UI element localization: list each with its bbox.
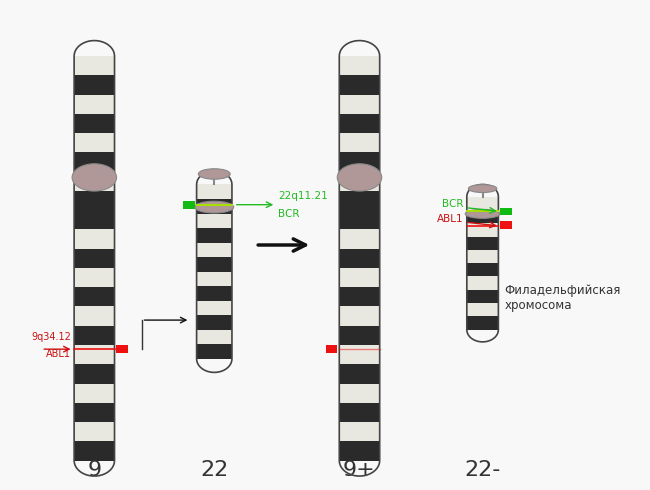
Ellipse shape [70, 170, 118, 185]
Polygon shape [64, 56, 125, 75]
Ellipse shape [469, 185, 497, 193]
Polygon shape [329, 441, 390, 461]
Polygon shape [188, 257, 240, 271]
Polygon shape [500, 221, 512, 229]
Polygon shape [329, 422, 390, 441]
Polygon shape [188, 243, 240, 257]
Polygon shape [188, 344, 240, 359]
Polygon shape [329, 75, 390, 95]
Polygon shape [329, 364, 390, 384]
Polygon shape [64, 422, 125, 441]
Polygon shape [64, 268, 125, 287]
Polygon shape [64, 306, 125, 326]
Polygon shape [64, 114, 125, 133]
Text: 9+: 9+ [343, 460, 376, 480]
Polygon shape [459, 290, 506, 303]
Polygon shape [329, 229, 390, 249]
Polygon shape [459, 223, 506, 237]
Polygon shape [64, 152, 125, 171]
Polygon shape [459, 303, 506, 317]
Polygon shape [188, 271, 240, 286]
Polygon shape [64, 133, 125, 152]
Polygon shape [64, 441, 125, 461]
Polygon shape [459, 317, 506, 330]
Text: 22-: 22- [464, 460, 500, 480]
Polygon shape [329, 210, 390, 229]
Ellipse shape [198, 169, 230, 179]
Polygon shape [329, 172, 390, 191]
Polygon shape [116, 345, 128, 353]
Polygon shape [329, 152, 390, 171]
Polygon shape [64, 229, 125, 249]
Polygon shape [188, 330, 240, 344]
Polygon shape [64, 249, 125, 268]
Polygon shape [329, 345, 390, 364]
Polygon shape [459, 196, 506, 210]
Polygon shape [329, 287, 390, 306]
Polygon shape [500, 208, 512, 215]
Polygon shape [329, 133, 390, 152]
Polygon shape [64, 172, 125, 191]
Ellipse shape [335, 170, 384, 185]
Polygon shape [459, 250, 506, 263]
Text: BCR: BCR [442, 199, 463, 209]
Text: ABL1: ABL1 [437, 214, 463, 223]
Polygon shape [329, 191, 390, 210]
Polygon shape [329, 56, 390, 75]
Ellipse shape [463, 212, 502, 216]
Polygon shape [64, 287, 125, 306]
Ellipse shape [465, 209, 500, 219]
Polygon shape [459, 263, 506, 276]
Polygon shape [188, 228, 240, 243]
Polygon shape [64, 364, 125, 384]
Ellipse shape [193, 204, 235, 210]
Polygon shape [459, 210, 506, 223]
Polygon shape [188, 184, 240, 199]
Ellipse shape [72, 164, 116, 191]
Polygon shape [329, 249, 390, 268]
Polygon shape [64, 210, 125, 229]
Polygon shape [64, 191, 125, 210]
Ellipse shape [195, 201, 234, 213]
Polygon shape [64, 75, 125, 95]
Polygon shape [64, 403, 125, 422]
Polygon shape [329, 95, 390, 114]
Polygon shape [188, 301, 240, 315]
Text: 22q11.21: 22q11.21 [278, 191, 328, 201]
Polygon shape [188, 199, 240, 214]
Polygon shape [326, 345, 337, 353]
Polygon shape [188, 315, 240, 330]
Text: ABL1: ABL1 [46, 349, 71, 359]
Ellipse shape [337, 164, 382, 191]
Polygon shape [64, 326, 125, 345]
Polygon shape [183, 201, 195, 209]
Polygon shape [329, 384, 390, 403]
Polygon shape [329, 403, 390, 422]
Polygon shape [329, 306, 390, 326]
Polygon shape [64, 384, 125, 403]
Polygon shape [188, 286, 240, 301]
Text: 9q34.12: 9q34.12 [31, 332, 71, 342]
Polygon shape [329, 326, 390, 345]
Polygon shape [459, 276, 506, 290]
Polygon shape [64, 345, 125, 364]
Polygon shape [329, 268, 390, 287]
Polygon shape [188, 214, 240, 228]
Polygon shape [459, 237, 506, 250]
Text: Филадельфийская
хромосома: Филадельфийская хромосома [504, 284, 621, 312]
Text: 22: 22 [200, 460, 228, 480]
Polygon shape [64, 95, 125, 114]
Text: 9: 9 [87, 460, 101, 480]
Text: BCR: BCR [278, 209, 300, 219]
Polygon shape [329, 114, 390, 133]
